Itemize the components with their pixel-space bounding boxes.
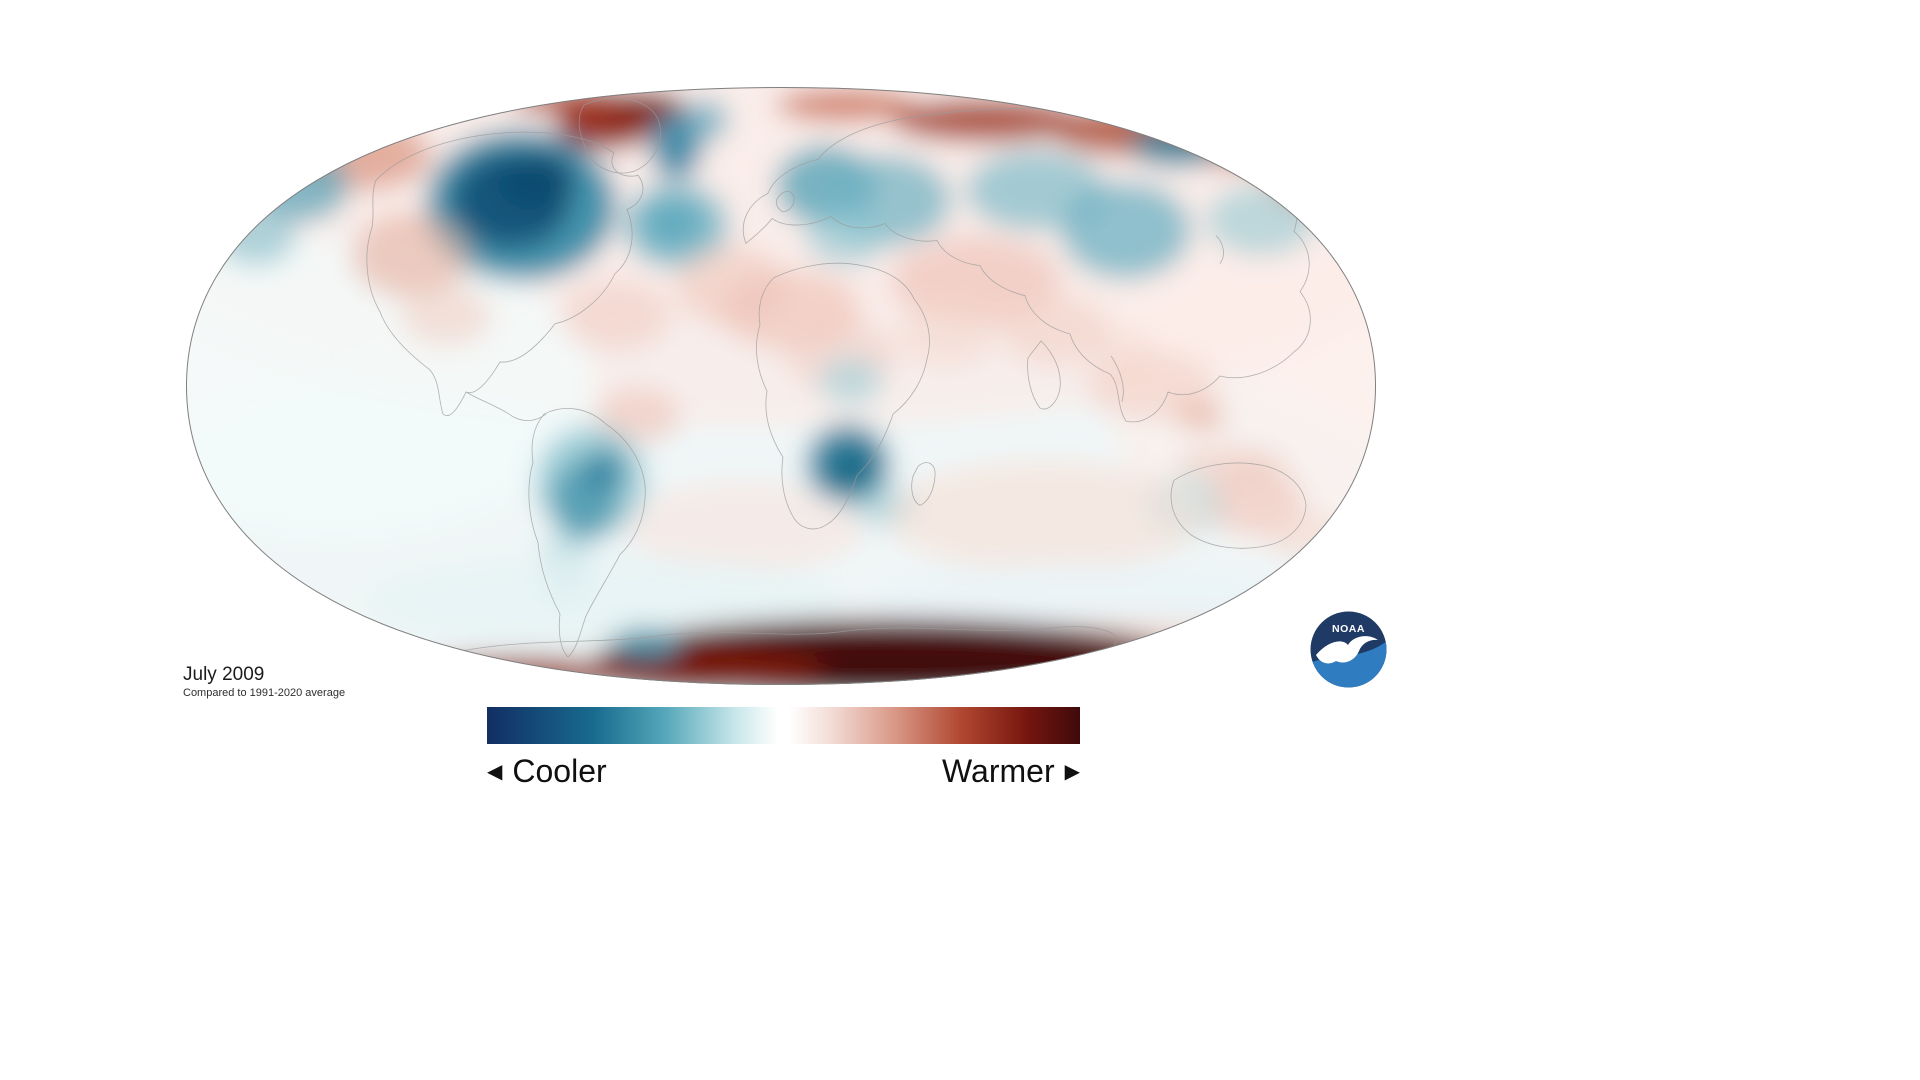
outline-australia bbox=[1170, 462, 1307, 549]
outline-uk bbox=[775, 190, 795, 212]
map-subtitle: Compared to 1991-2020 average bbox=[183, 687, 346, 699]
warmer-label: Warmer bbox=[942, 753, 1055, 789]
outline-india bbox=[1027, 340, 1061, 410]
colorbar-labels: ◀ Cooler Warmer ▶ bbox=[487, 753, 1080, 790]
noaa-seagull-icon bbox=[1316, 636, 1378, 664]
anomaly-colorbar bbox=[487, 707, 1080, 744]
outline-africa bbox=[756, 262, 930, 530]
outline-se-asia bbox=[1110, 355, 1124, 403]
outline-south-america bbox=[528, 408, 646, 658]
outline-central-america bbox=[465, 391, 547, 421]
warmer-label-group: Warmer ▶ bbox=[942, 753, 1080, 790]
map-caption: July 2009 Compared to 1991-2020 average bbox=[183, 664, 345, 700]
continent-outlines bbox=[366, 98, 1340, 658]
anomaly-layer bbox=[186, 87, 1376, 685]
cooler-arrow-icon: ◀ bbox=[487, 760, 503, 783]
cooler-label: Cooler bbox=[512, 753, 607, 789]
cooler-label-group: ◀ Cooler bbox=[487, 753, 607, 790]
outline-north-america bbox=[366, 131, 644, 416]
map-title: July 2009 bbox=[183, 664, 265, 685]
noaa-logo-lower-wave bbox=[1310, 641, 1387, 688]
warmer-arrow-icon: ▶ bbox=[1064, 760, 1080, 783]
outline-antarctica bbox=[443, 626, 1117, 656]
noaa-logo-text: NOAA bbox=[1332, 623, 1365, 635]
world-anomaly-map bbox=[186, 87, 1376, 685]
outline-madagascar bbox=[911, 462, 936, 506]
outline-new-zealand bbox=[1321, 564, 1340, 606]
outline-japan bbox=[1215, 235, 1224, 264]
noaa-logo: NOAA bbox=[1310, 611, 1387, 688]
outline-greenland bbox=[578, 98, 661, 174]
projection-outline bbox=[186, 87, 1376, 685]
outline-eurasia bbox=[742, 108, 1311, 423]
